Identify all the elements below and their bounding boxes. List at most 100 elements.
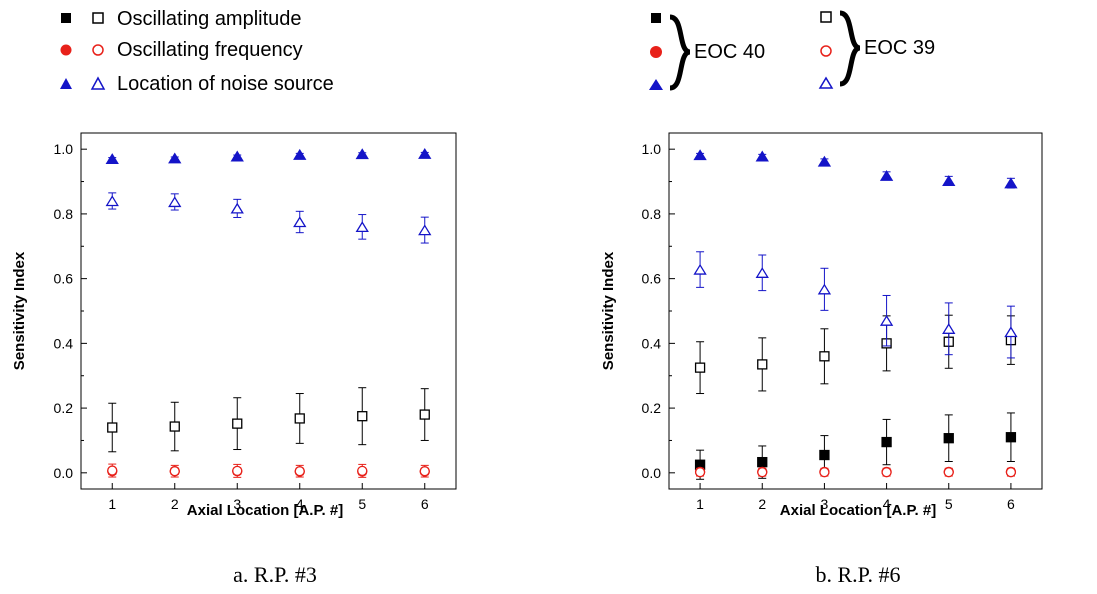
series-loc40 bbox=[105, 147, 432, 165]
series-freq40 bbox=[107, 466, 430, 477]
data-point bbox=[693, 263, 707, 275]
y-tick-label: 1.0 bbox=[54, 141, 74, 157]
data-point bbox=[293, 216, 307, 228]
data-point bbox=[107, 465, 118, 476]
data-point bbox=[355, 148, 369, 160]
data-point bbox=[230, 150, 244, 162]
x-axis-title: Axial Location [A.P. #] bbox=[780, 502, 936, 519]
filled-circle-icon bbox=[650, 46, 662, 58]
series-freq39 bbox=[694, 467, 1017, 478]
data-point bbox=[694, 467, 706, 478]
data-point bbox=[168, 152, 182, 164]
legend-label-location: Location of noise source bbox=[117, 73, 334, 95]
x-tick-label: 3 bbox=[233, 496, 241, 512]
filled-square-icon bbox=[651, 13, 661, 23]
data-point bbox=[817, 155, 832, 167]
data-point bbox=[169, 421, 180, 432]
filled-triangle-icon bbox=[60, 78, 72, 89]
data-point bbox=[694, 362, 706, 373]
y-tick-label: 0.2 bbox=[54, 400, 74, 416]
data-point bbox=[1004, 177, 1018, 189]
x-axis-title: Axial Location [A.P. #] bbox=[187, 502, 343, 519]
y-tick-label: 0.0 bbox=[642, 465, 662, 481]
brace-eoc40-icon bbox=[669, 14, 691, 91]
data-point bbox=[819, 467, 830, 478]
x-tick-label: 6 bbox=[421, 496, 429, 512]
series-loc40 bbox=[693, 149, 1018, 189]
y-axis-ticks: 0.0 0.2 0.4 0.6 0.8 1.0 bbox=[54, 141, 87, 481]
data-point bbox=[355, 221, 369, 233]
data-point bbox=[757, 467, 768, 478]
data-point bbox=[294, 466, 305, 477]
data-marks bbox=[693, 149, 1018, 480]
x-tick-label: 5 bbox=[945, 496, 953, 512]
panel-caption: a. R.P. #3 bbox=[233, 562, 317, 587]
data-marks bbox=[105, 147, 432, 478]
filled-square-icon bbox=[61, 13, 71, 23]
filled-circle-icon bbox=[60, 44, 72, 56]
legend-item-frequency: Oscillating frequency bbox=[60, 39, 303, 61]
legend-label-amplitude: Oscillating amplitude bbox=[117, 8, 302, 30]
y-tick-label: 0.4 bbox=[642, 335, 662, 351]
chart-panel-b: 0.0 0.2 0.4 0.6 0.8 1.0 1 2 3 4 5 6 Axial Location… bbox=[600, 132, 1043, 587]
data-point bbox=[232, 465, 243, 477]
legend-group-eoc40: EOC 40 bbox=[694, 41, 765, 63]
data-point bbox=[817, 283, 832, 295]
legend-right: EOC 40 EOC 39 bbox=[649, 10, 935, 91]
y-tick-label: 0.6 bbox=[54, 271, 74, 287]
legend-label-frequency: Oscillating frequency bbox=[117, 39, 303, 61]
panel-caption: b. R.P. #6 bbox=[816, 562, 901, 587]
data-point bbox=[942, 323, 956, 334]
open-triangle-icon bbox=[818, 76, 834, 89]
data-point bbox=[693, 149, 707, 161]
y-tick-label: 1.0 bbox=[642, 141, 662, 157]
chart-panel-a: 0.0 0.2 0.4 0.6 0.8 1.0 1 2 3 4 5 6 Axial Location… bbox=[11, 132, 457, 587]
y-tick-label: 0.8 bbox=[54, 206, 74, 222]
series-amp39 bbox=[694, 314, 1017, 395]
filled-triangle-icon bbox=[649, 79, 663, 90]
series-freq39 bbox=[107, 463, 430, 478]
x-axis-ticks: 1 2 3 4 5 6 bbox=[696, 483, 1015, 512]
legend-item-amplitude: Oscillating amplitude bbox=[61, 8, 302, 30]
y-tick-label: 0.0 bbox=[54, 465, 74, 481]
x-tick-label: 4 bbox=[296, 496, 304, 512]
plot-frame bbox=[80, 132, 457, 490]
data-point bbox=[943, 433, 954, 444]
x-axis-ticks: 1 2 3 4 5 6 bbox=[108, 483, 429, 512]
series-loc39 bbox=[105, 192, 432, 244]
data-point bbox=[168, 196, 182, 208]
data-point bbox=[819, 449, 830, 461]
x-tick-label: 5 bbox=[358, 496, 366, 512]
series-freq40 bbox=[694, 466, 1017, 477]
data-point bbox=[418, 147, 432, 159]
data-point bbox=[942, 175, 956, 187]
data-point bbox=[419, 466, 430, 477]
series-loc39 bbox=[693, 251, 1018, 359]
data-point bbox=[757, 359, 768, 370]
plot-frame bbox=[668, 132, 1043, 490]
x-tick-label: 2 bbox=[171, 496, 179, 512]
open-circle-icon bbox=[820, 45, 832, 57]
x-tick-label: 2 bbox=[758, 496, 766, 512]
y-axis-ticks: 0.0 0.2 0.4 0.6 0.8 1.0 bbox=[642, 141, 675, 481]
x-tick-label: 3 bbox=[821, 496, 829, 512]
data-point bbox=[105, 153, 119, 165]
data-point bbox=[943, 467, 954, 478]
data-point bbox=[819, 351, 830, 362]
data-point bbox=[755, 150, 769, 162]
data-point bbox=[755, 267, 769, 278]
x-tick-label: 1 bbox=[108, 496, 116, 512]
data-point bbox=[169, 466, 180, 477]
data-point bbox=[357, 411, 368, 422]
legend-item-location: Location of noise source bbox=[60, 73, 334, 95]
series-amp40 bbox=[694, 412, 1017, 480]
legend-left: Oscillating amplitude Oscillating freque… bbox=[60, 8, 334, 95]
open-circle-icon bbox=[92, 44, 104, 56]
data-point bbox=[294, 413, 305, 424]
legend-group-eoc39: EOC 39 bbox=[864, 37, 935, 59]
data-point bbox=[357, 465, 368, 477]
data-point bbox=[1005, 467, 1017, 478]
brace-eoc39-icon bbox=[839, 10, 861, 87]
open-square-icon bbox=[820, 11, 832, 23]
